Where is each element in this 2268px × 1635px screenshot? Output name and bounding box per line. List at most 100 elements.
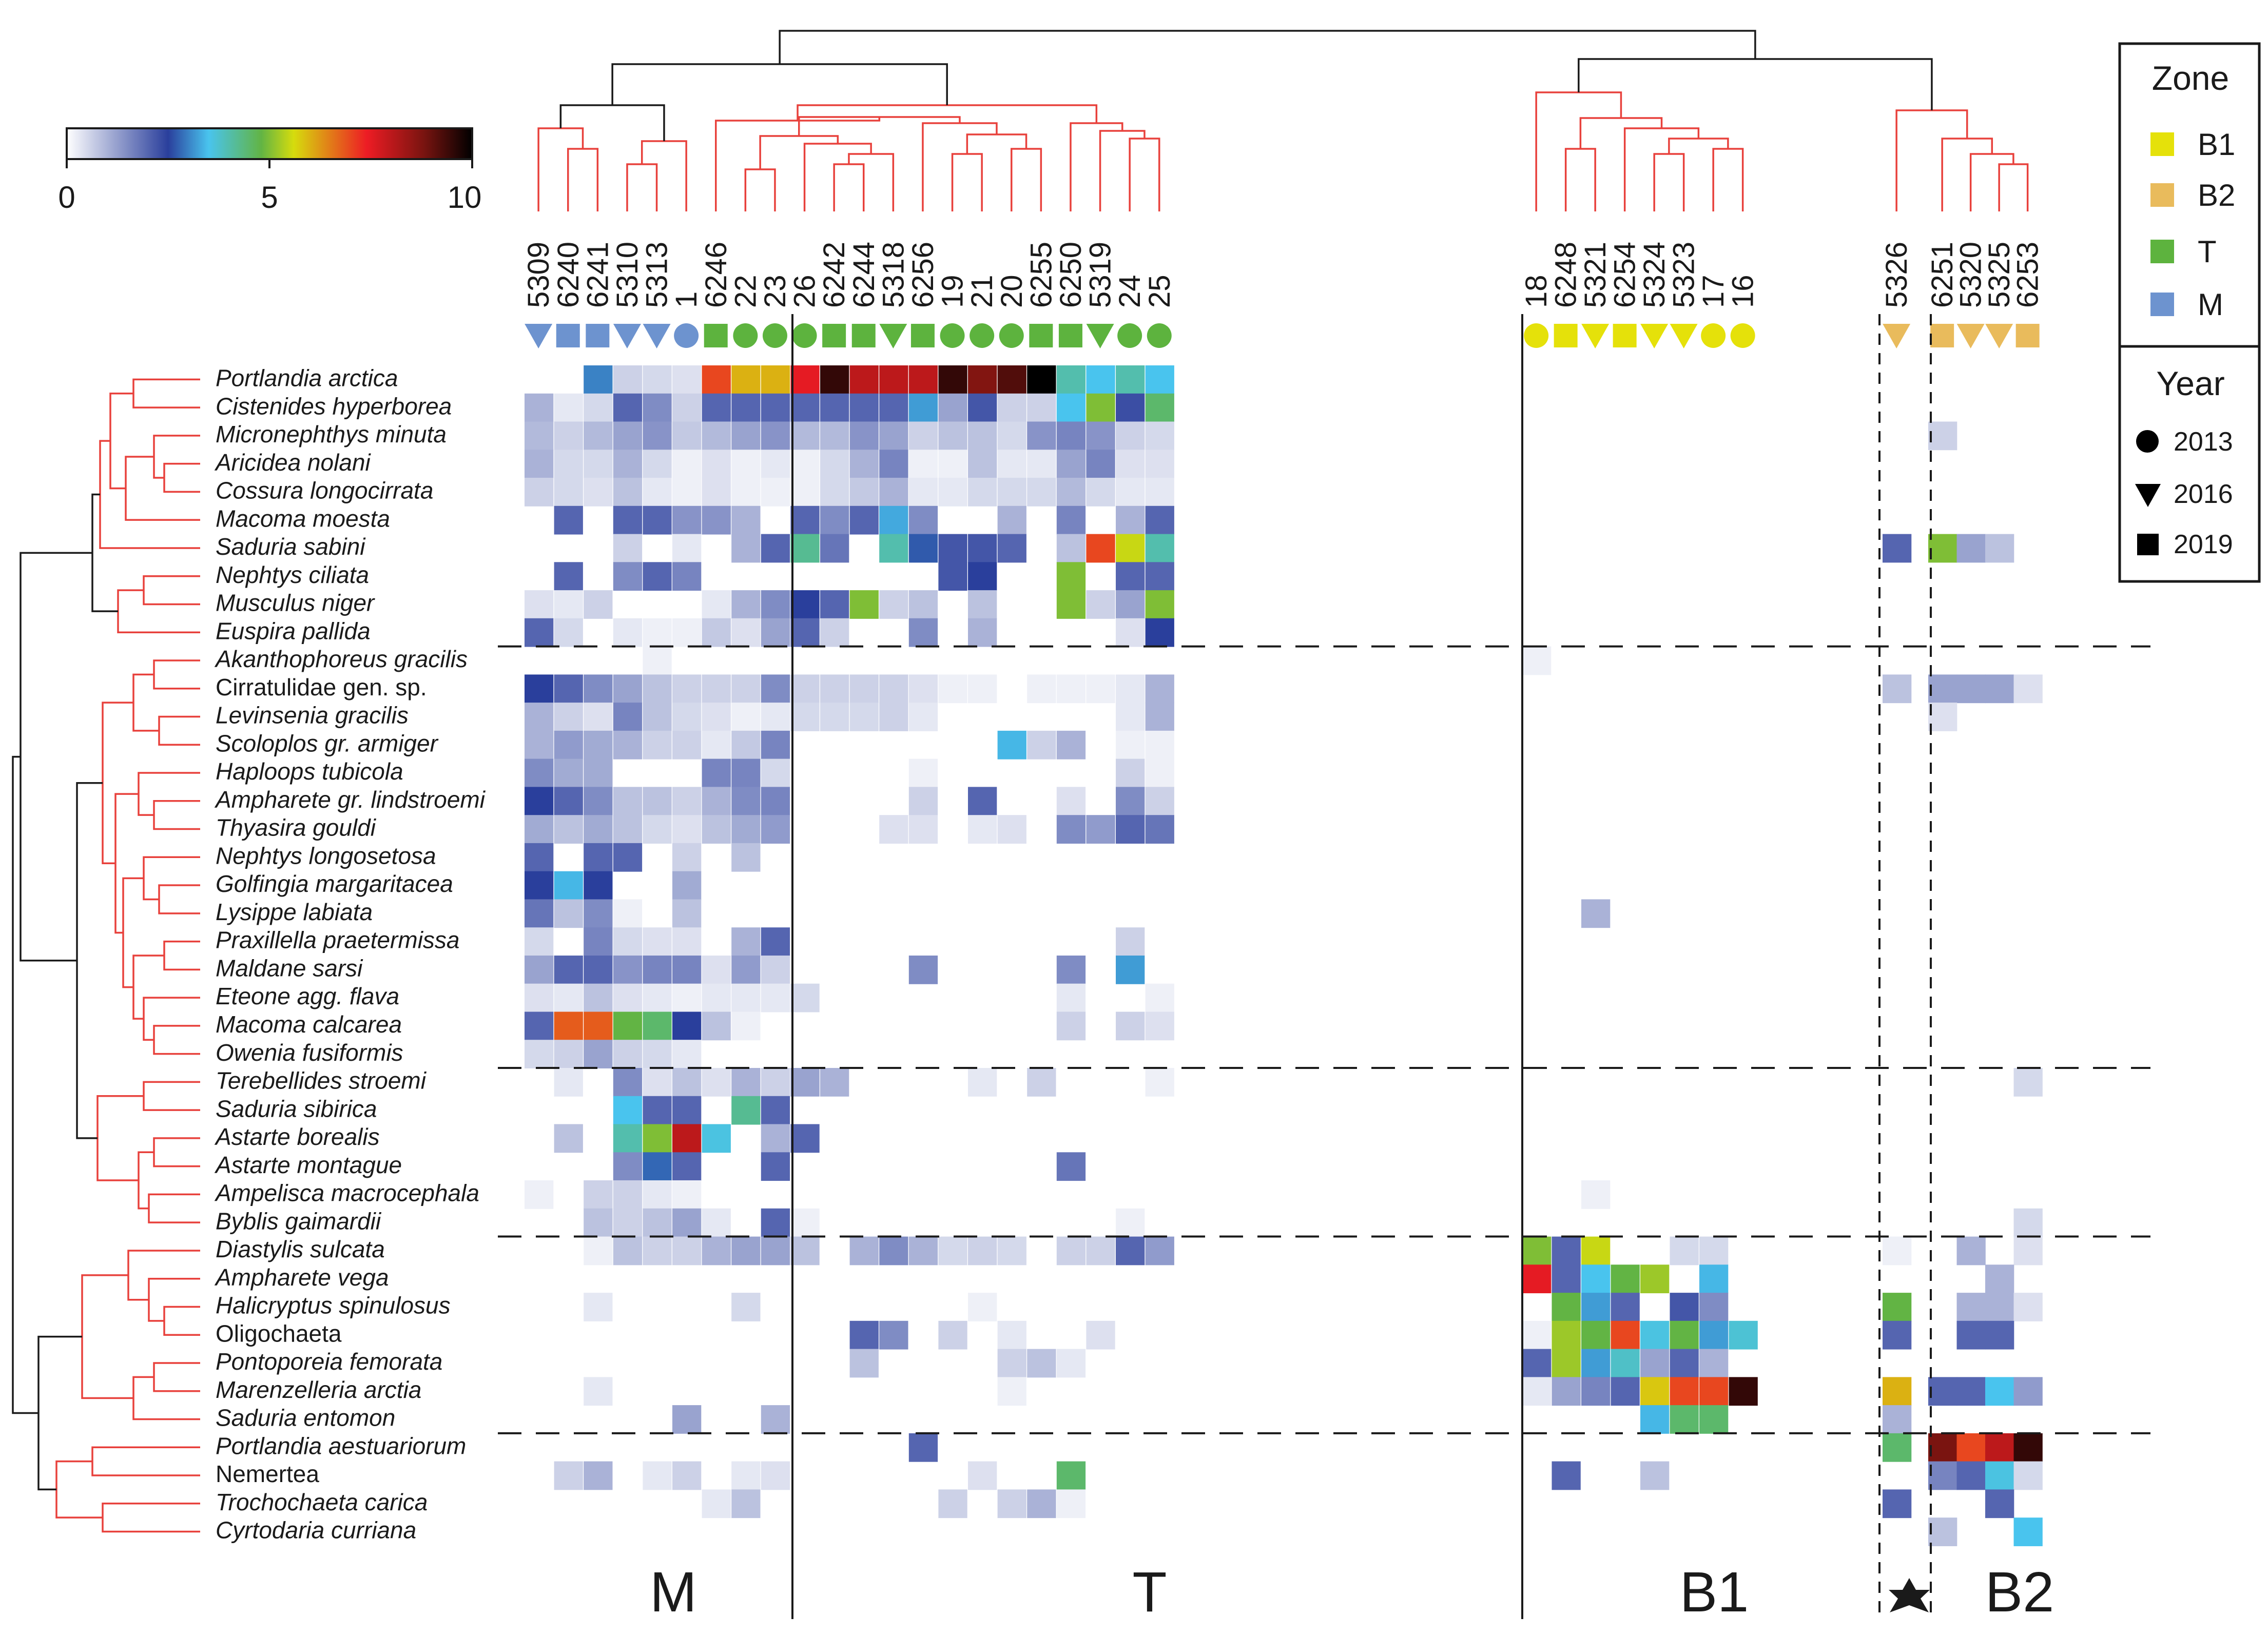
square-icon — [2137, 534, 2159, 555]
heatmap-cell — [1027, 730, 1056, 760]
species-dendrogram — [12, 378, 200, 1533]
heatmap-cell — [1883, 534, 1912, 563]
heatmap-cell — [1116, 534, 1145, 563]
heatmap-cell — [2013, 1433, 2043, 1462]
station-label: 6240 — [552, 242, 585, 308]
heatmap-cell — [643, 450, 672, 479]
heatmap-cell — [1116, 1236, 1145, 1266]
heatmap-cell — [731, 1489, 761, 1519]
heatmap-cell — [908, 674, 938, 704]
heatmap-cell — [820, 421, 849, 451]
heatmap-cell — [1056, 478, 1086, 507]
heatmap-cell — [1027, 1489, 1056, 1519]
zone-swatch-t — [2150, 240, 2174, 263]
heatmap-cell — [554, 983, 583, 1013]
heatmap-cell — [968, 590, 997, 619]
heatmap-cell — [672, 703, 702, 731]
heatmap-cell — [525, 843, 554, 872]
heatmap-cell — [613, 1068, 643, 1097]
heatmap-cell — [1552, 1293, 1581, 1321]
heatmap-cell — [761, 1208, 790, 1237]
heatmap-cell — [790, 365, 820, 394]
heatmap-cell — [1611, 1293, 1640, 1321]
species-label: Akanthophoreus gracilis — [214, 646, 468, 672]
heatmap-cell — [1522, 1377, 1552, 1406]
heatmap-cell — [1985, 534, 2014, 563]
heatmap-cell — [1581, 1293, 1611, 1321]
heatmap-cell — [1056, 505, 1086, 535]
species-label: Oligochaeta — [216, 1320, 342, 1347]
heatmap-cell — [2013, 674, 2043, 704]
heatmap-cell — [554, 1124, 583, 1153]
heatmap-cell — [731, 1293, 761, 1321]
heatmap-cell — [1883, 1293, 1912, 1321]
square-icon — [704, 324, 728, 347]
heatmap-cell — [761, 618, 790, 647]
heatmap-cell — [584, 590, 613, 619]
station-label: 26 — [788, 275, 822, 308]
heatmap-cell — [643, 421, 672, 451]
heatmap-cell — [1956, 534, 1986, 563]
heatmap-cell — [761, 787, 790, 816]
heatmap-cell — [997, 534, 1026, 563]
heatmap-cell — [1086, 1320, 1115, 1350]
heatmap-cell — [761, 1068, 790, 1097]
heatmap-cell — [525, 787, 554, 816]
station-label: 6255 — [1024, 242, 1058, 308]
heatmap-cell — [761, 1405, 790, 1434]
heatmap-cell — [1145, 1011, 1174, 1041]
heatmap-cell — [584, 1377, 613, 1406]
heatmap-cell — [613, 562, 643, 591]
station-label: 6246 — [700, 242, 733, 308]
triangle-icon — [1086, 324, 1114, 348]
heatmap-cell — [584, 450, 613, 479]
heatmap-cell — [643, 1040, 672, 1068]
heatmap-cell — [790, 1124, 820, 1153]
heatmap-cell — [672, 787, 702, 816]
heatmap-cell — [702, 758, 731, 788]
station-label: 6244 — [847, 242, 881, 308]
heatmap-cell — [643, 1124, 672, 1153]
heatmap-cell — [1640, 1461, 1670, 1490]
heatmap-cell — [879, 1236, 908, 1266]
species-label: Scoloplos gr. armiger — [216, 730, 439, 756]
heatmap-cell — [1056, 590, 1086, 619]
heatmap-cell — [1928, 1461, 1957, 1490]
heatmap-cell — [525, 927, 554, 956]
heatmap-cell — [1611, 1264, 1640, 1294]
species-label: Astarte borealis — [214, 1123, 380, 1150]
heatmap-cell — [1928, 421, 1957, 451]
heatmap-cell — [1883, 1377, 1912, 1406]
heatmap-cell — [938, 674, 967, 704]
heatmap-cell — [1581, 1320, 1611, 1350]
heatmap-cell — [1056, 393, 1086, 422]
heatmap-cell — [525, 703, 554, 731]
species-label: Astarte montague — [214, 1152, 402, 1178]
species-label: Micronephthys minuta — [216, 421, 447, 447]
heatmap-cells — [525, 365, 2043, 1546]
colorbar-tick-10: 10 — [448, 180, 482, 215]
heatmap-cell — [908, 618, 938, 647]
heatmap-cell — [1670, 1377, 1699, 1406]
heatmap-cell — [1056, 983, 1086, 1013]
square-icon — [2015, 324, 2040, 347]
heatmap-cell — [968, 1461, 997, 1490]
heatmap-cell — [997, 1320, 1026, 1350]
heatmap-cell — [613, 1124, 643, 1153]
heatmap-cell — [908, 758, 938, 788]
heatmap-cell — [731, 758, 761, 788]
heatmap-cell — [702, 393, 731, 422]
station-label: 5326 — [1880, 242, 1913, 308]
species-label: Thyasira gouldi — [216, 814, 377, 841]
heatmap-cell — [613, 927, 643, 956]
heatmap-cell — [908, 590, 938, 619]
square-icon — [1554, 324, 1578, 347]
heatmap-cell — [997, 365, 1026, 394]
heatmap-cell — [584, 393, 613, 422]
heatmap-cell — [879, 534, 908, 563]
heatmap-cell — [790, 534, 820, 563]
heatmap-cell — [2013, 1461, 2043, 1490]
station-dendrogram — [537, 30, 2029, 211]
heatmap-cell — [613, 534, 643, 563]
